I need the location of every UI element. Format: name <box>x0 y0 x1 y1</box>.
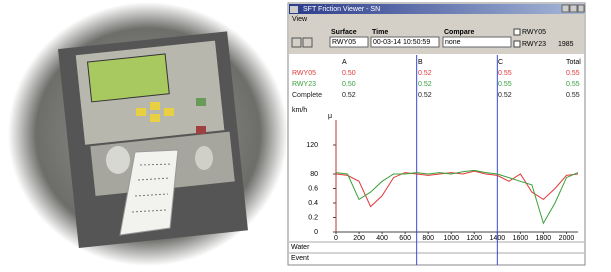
cell: 0.50 <box>342 81 356 88</box>
y-tick-label: 120 <box>306 142 318 149</box>
cell: 0.52 <box>418 70 432 77</box>
x-tick-label: 1800 <box>536 235 552 242</box>
cell: 0.55 <box>566 70 580 77</box>
cell: 0.52 <box>418 81 432 88</box>
column-header: Total <box>566 59 581 66</box>
cell: 0.52 <box>418 92 432 99</box>
x-tick-label: 1200 <box>466 235 482 242</box>
column-header: B <box>418 59 423 66</box>
minimize-button[interactable] <box>562 5 569 12</box>
app-window: SFT Friction Viewer - SN View Surface RW… <box>288 3 585 265</box>
y-tick-label: 0.6 <box>308 185 318 192</box>
menu-item[interactable]: View <box>292 16 308 23</box>
field-value: 00-03-14 10:50:59 <box>373 39 430 46</box>
x-tick-label: 400 <box>376 235 388 242</box>
close-button[interactable] <box>578 5 584 12</box>
cell: 0.55 <box>498 70 512 77</box>
x-tick-label: 0 <box>334 235 338 242</box>
checkbox[interactable] <box>514 29 520 35</box>
row-label: Complete <box>292 92 322 99</box>
column-header: C <box>498 59 503 66</box>
field-label: Surface <box>331 29 357 36</box>
cell: 0.50 <box>342 70 356 77</box>
y-unit: km/h <box>292 107 307 114</box>
x-tick-label: 800 <box>422 235 434 242</box>
x-tick-label: 600 <box>399 235 411 242</box>
y-tick-label: 80 <box>310 171 318 178</box>
maximize-button[interactable] <box>570 5 577 12</box>
x-tick-label: 2000 <box>559 235 575 242</box>
window-title: SFT Friction Viewer - SN <box>303 6 380 13</box>
track-label: Event <box>291 255 309 262</box>
field-label: Time <box>372 29 388 36</box>
x-tick-label: 1600 <box>513 235 529 242</box>
page: SFT Friction Viewer - SN View Surface RW… <box>0 0 611 267</box>
tool-button[interactable] <box>303 38 312 47</box>
cell: 0.55 <box>498 81 512 88</box>
cell: 0.52 <box>342 92 356 99</box>
cell: 0.55 <box>566 92 580 99</box>
row-label: RWY23 <box>292 81 316 88</box>
checkbox[interactable] <box>514 41 520 47</box>
cell: 0.52 <box>498 92 512 99</box>
field-value: none <box>445 39 461 46</box>
field-value: RWY05 <box>332 39 356 46</box>
checkbox-label: RWY23 <box>522 41 546 48</box>
row-label: RWY05 <box>292 70 316 77</box>
y-tick-label: 0.4 <box>308 200 318 207</box>
x-tick-label: 1000 <box>443 235 459 242</box>
y-tick-label: 0 <box>314 229 318 236</box>
checkbox-label: RWY05 <box>522 29 546 36</box>
y-axis-label: μ <box>328 113 332 120</box>
code: 1985 <box>558 41 574 48</box>
device-photo <box>8 2 288 266</box>
field-label: Compare <box>444 29 474 36</box>
tool-button[interactable] <box>292 38 301 47</box>
column-header: A <box>342 59 347 66</box>
cell: 0.55 <box>566 81 580 88</box>
track-label: Water <box>291 244 310 251</box>
y-tick-label: 0.2 <box>308 214 318 221</box>
x-tick-label: 200 <box>353 235 365 242</box>
